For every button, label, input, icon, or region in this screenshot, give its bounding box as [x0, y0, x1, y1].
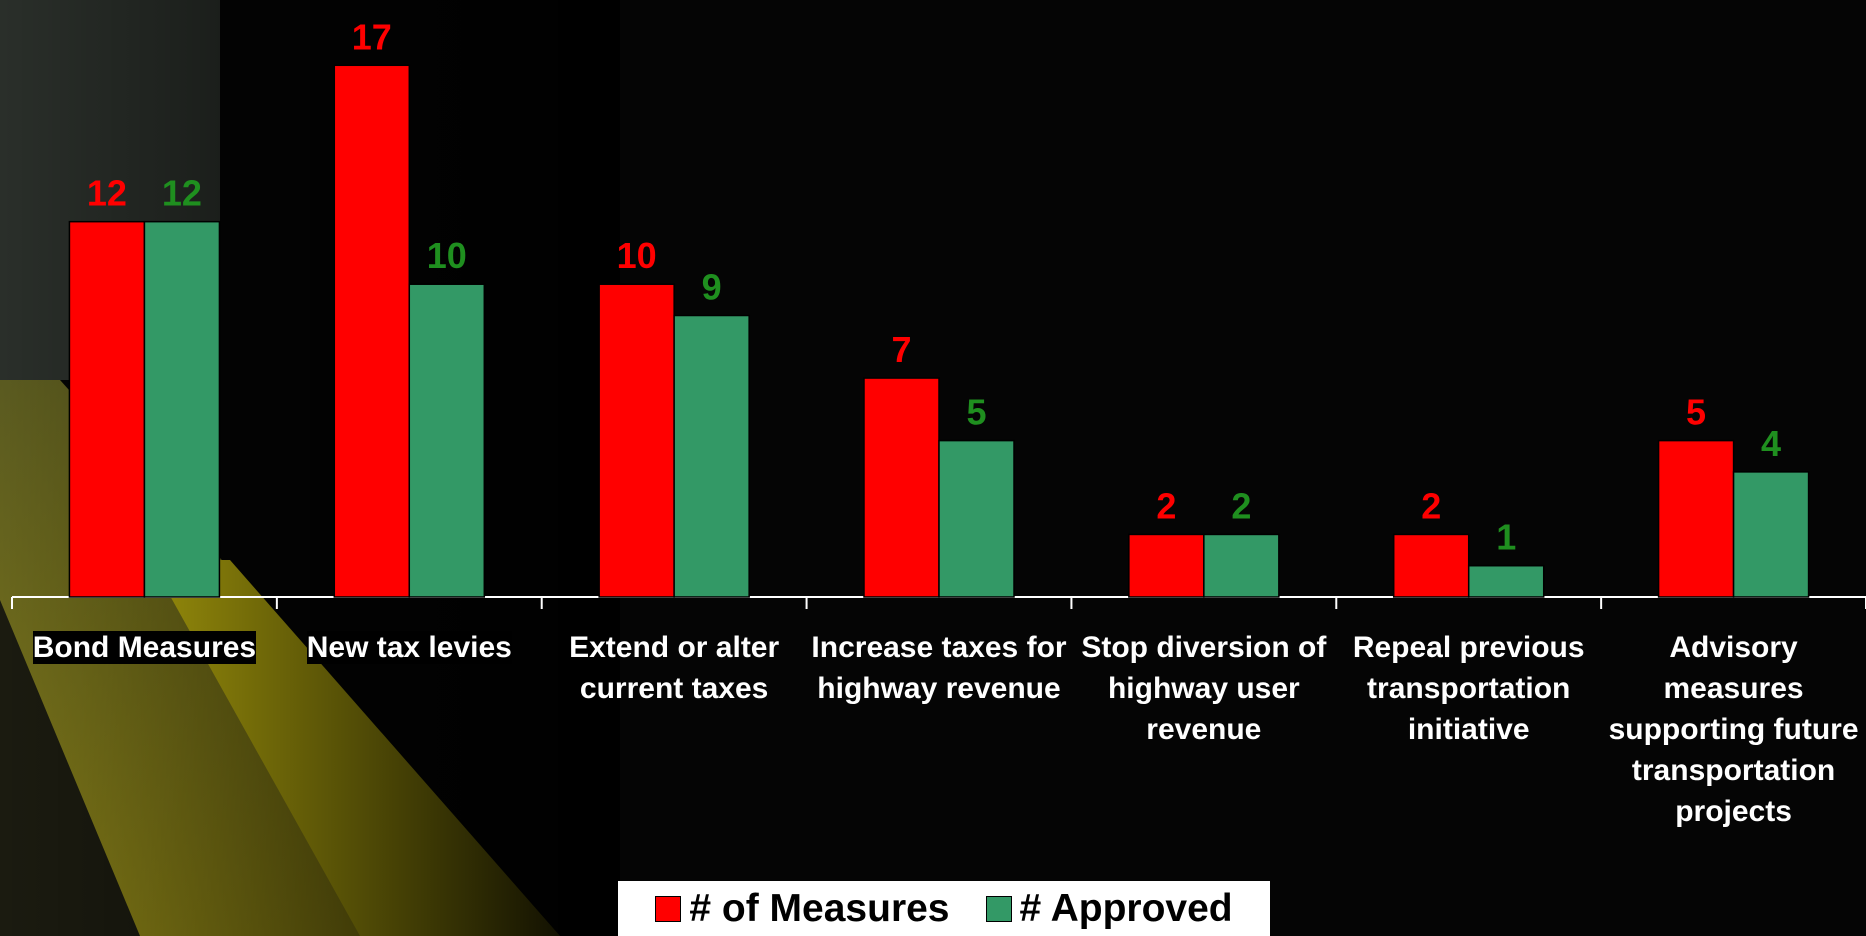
bar [1392, 533, 1470, 598]
value-label: 17 [352, 16, 392, 57]
value-label: 9 [702, 267, 722, 308]
x-tick-label-text: New tax levies [306, 631, 512, 664]
value-label: 2 [1421, 485, 1441, 526]
x-tick-label: Stop diversion of highway user revenue [1073, 627, 1335, 750]
value-label: 5 [1686, 392, 1706, 433]
x-tick-label: Advisory measures supporting future tran… [1603, 627, 1865, 832]
value-label: 10 [427, 235, 467, 276]
x-tick-label: Bond Measures [13, 627, 275, 668]
legend-swatch [985, 895, 1012, 922]
bar [673, 314, 750, 598]
bar [408, 283, 486, 598]
x-tick-label-text: Bond Measures [32, 631, 257, 664]
bar [1203, 533, 1280, 598]
bar [333, 64, 411, 598]
value-label: 7 [891, 329, 911, 370]
x-tick-label-text: Repeal previous transportation initiativ… [1352, 631, 1585, 746]
value-label: 12 [87, 173, 127, 214]
value-label: 10 [617, 235, 657, 276]
bar [598, 283, 675, 598]
bar [68, 220, 146, 598]
x-tick-label-text: Advisory measures supporting future tran… [1608, 631, 1859, 828]
value-label: 5 [966, 392, 986, 433]
value-label: 1 [1496, 517, 1516, 558]
legend-swatch [655, 895, 682, 922]
value-label: 2 [1156, 485, 1176, 526]
x-tick-label-text: Stop diversion of highway user revenue [1081, 631, 1327, 746]
legend-label: # of Measures [689, 886, 950, 930]
bar [938, 439, 1015, 598]
legend-item: # of Measures [655, 886, 950, 931]
x-tick-label: Extend or alter current taxes [543, 627, 805, 709]
value-label: 2 [1231, 485, 1251, 526]
bar [1657, 439, 1735, 598]
x-tick-label-text: Extend or alter current taxes [569, 631, 780, 705]
bar [1732, 471, 1810, 598]
legend-item: # Approved [985, 886, 1233, 931]
x-tick-label: Increase taxes for highway revenue [808, 627, 1070, 709]
bar [1128, 533, 1205, 598]
value-label: 12 [162, 173, 202, 214]
bar [863, 377, 940, 598]
legend-label: # Approved [1019, 886, 1233, 930]
legend: # of Measures # Approved [618, 881, 1270, 936]
x-tick-label-text: Increase taxes for highway revenue [811, 631, 1067, 705]
x-tick-label: Repeal previous transportation initiativ… [1338, 627, 1600, 750]
bar [143, 220, 221, 598]
x-tick-label: New tax levies [278, 627, 540, 668]
value-label: 4 [1761, 423, 1781, 464]
bar [1467, 564, 1545, 598]
